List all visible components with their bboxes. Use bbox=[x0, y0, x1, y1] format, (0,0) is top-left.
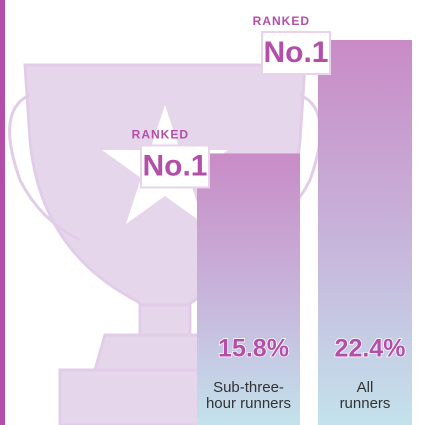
bar bbox=[318, 40, 412, 425]
badge-ranked: RANKED bbox=[132, 128, 189, 142]
bar bbox=[197, 153, 300, 425]
badge-rank: No.1 bbox=[142, 149, 207, 182]
badge-box bbox=[261, 31, 331, 75]
badge-box bbox=[140, 144, 210, 189]
badge-ranked: RANKED bbox=[253, 14, 310, 28]
badge-rank: No.1 bbox=[263, 36, 328, 69]
category-label: Sub-three-hour runners bbox=[206, 379, 291, 412]
value-label: 22.4% bbox=[335, 335, 406, 363]
edge-stripe bbox=[0, 0, 5, 425]
category-label: All runners bbox=[340, 379, 391, 412]
value-label: 15.8% bbox=[218, 335, 289, 363]
